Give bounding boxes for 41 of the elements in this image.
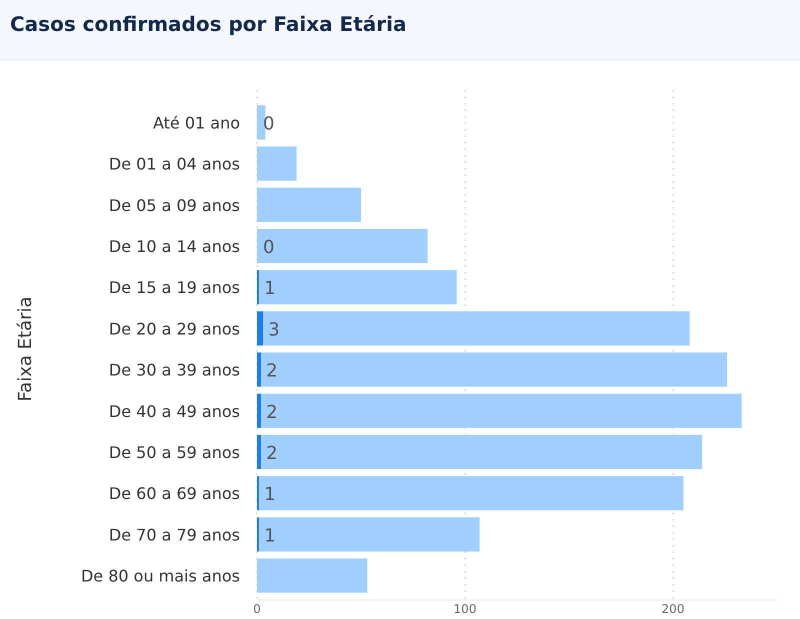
y-axis-title: Faixa Etária xyxy=(15,296,36,402)
bar xyxy=(257,352,262,387)
data-label: 2 xyxy=(266,402,278,423)
bar xyxy=(259,270,457,304)
x-tick-label: 200 xyxy=(662,602,684,616)
data-label: 0 xyxy=(263,236,274,258)
bar xyxy=(257,146,297,181)
data-label: 2 xyxy=(266,360,278,382)
y-tick-label: De 80 ou mais anos xyxy=(80,566,240,586)
bar xyxy=(259,476,684,510)
bar xyxy=(257,188,361,222)
data-label: 1 xyxy=(264,525,276,546)
bar xyxy=(257,558,368,593)
chart-title: Casos confirmados por Faixa Etária xyxy=(10,12,406,36)
bar xyxy=(257,311,264,346)
y-tick-label: De 60 a 69 anos xyxy=(108,484,240,504)
bar xyxy=(259,517,480,552)
data-label: 3 xyxy=(268,319,280,340)
data-label: 1 xyxy=(264,278,276,300)
y-tick-label: De 20 a 29 anos xyxy=(108,319,240,338)
bar xyxy=(257,394,262,428)
y-tick-label: De 05 a 09 anos xyxy=(108,196,240,215)
bar xyxy=(261,352,728,387)
y-tick-label: De 50 a 59 anos xyxy=(108,443,240,462)
y-tick-label: De 70 a 79 anos xyxy=(108,525,240,544)
data-label: 1 xyxy=(264,484,276,506)
y-tick-label: De 40 a 49 anos xyxy=(108,402,240,421)
bar xyxy=(257,228,428,264)
data-label: 2 xyxy=(266,443,278,464)
y-tick-label: Até 01 ano xyxy=(152,113,240,132)
x-tick-label: 100 xyxy=(454,602,476,616)
x-tick-label: 0 xyxy=(253,602,261,616)
bar xyxy=(257,434,262,470)
y-tick-label: De 01 a 04 anos xyxy=(108,154,240,174)
y-tick-label: De 10 a 14 anos xyxy=(108,236,240,256)
y-tick-label: De 15 a 19 anos xyxy=(108,278,240,298)
bar xyxy=(261,394,742,428)
bar xyxy=(257,105,266,140)
bar xyxy=(263,311,690,346)
bar xyxy=(261,434,702,470)
y-tick-label: De 30 a 39 anos xyxy=(108,360,240,380)
